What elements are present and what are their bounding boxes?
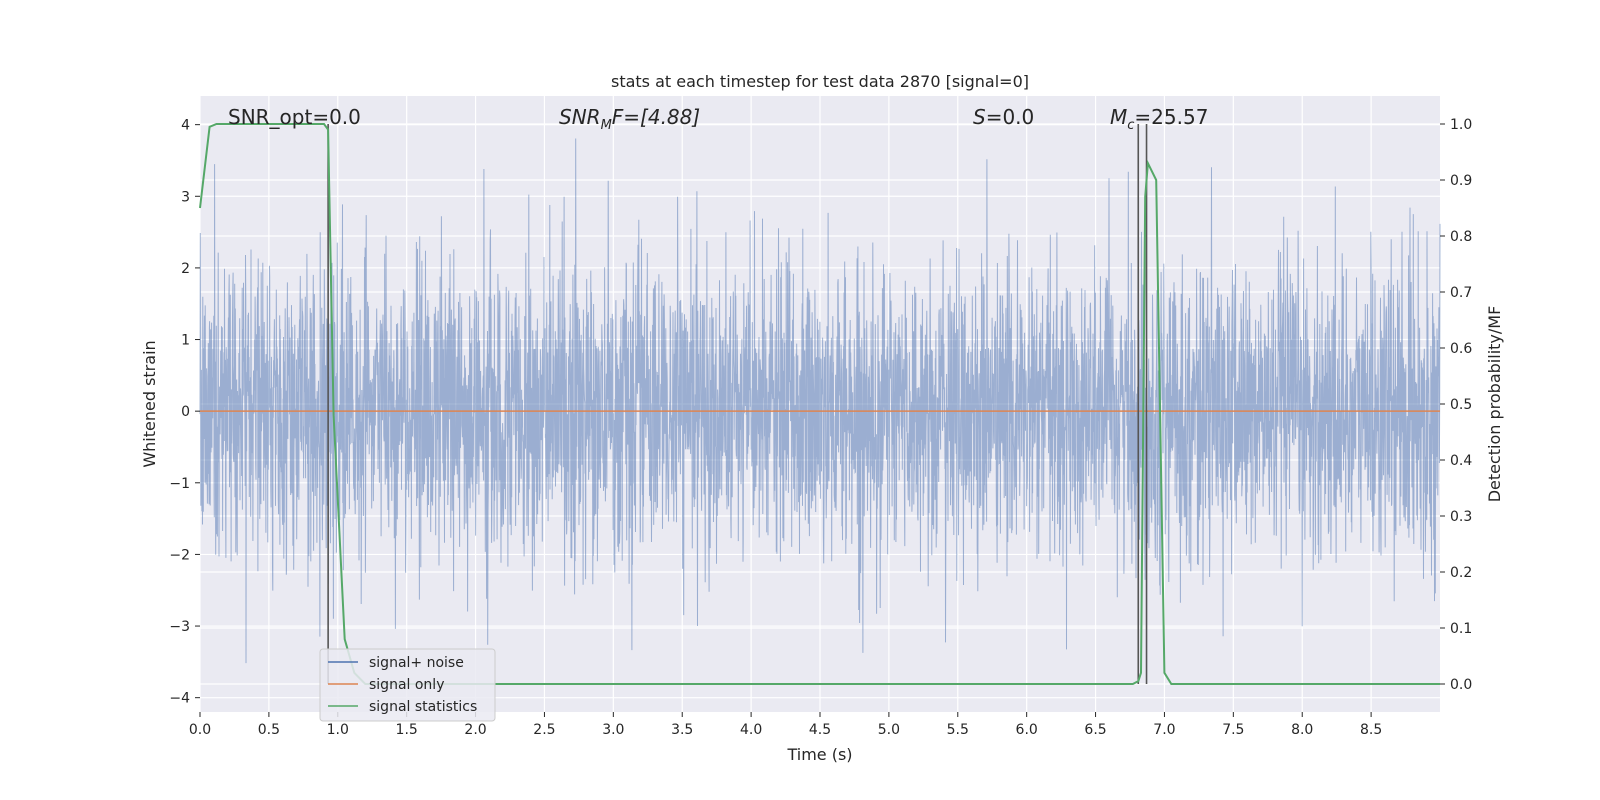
- y2-tick-label-10: 1.0: [1450, 117, 1472, 133]
- annotation-snr-mf: SNRMF=[4.88]: [559, 105, 700, 133]
- legend-box: [319, 648, 496, 722]
- y2-tick-label-2: 0.2: [1450, 565, 1472, 581]
- x-tick-label-9: 4.5: [809, 722, 831, 738]
- x-tick-label-3: 1.5: [396, 722, 418, 738]
- x-tick-label-15: 7.5: [1222, 722, 1244, 738]
- x-tick-label-7: 3.5: [671, 722, 693, 738]
- y2-tick-label-3: 0.3: [1450, 509, 1472, 525]
- annotation-mc: Mc=25.57: [1110, 105, 1208, 133]
- y-tick-label-7: 3: [181, 189, 190, 205]
- annotation-mc-rest: =25.57: [1134, 105, 1208, 129]
- y2-tick-label-5: 0.5: [1450, 397, 1472, 413]
- x-axis-label: Time (s): [786, 745, 852, 764]
- y-tick-label-8: 4: [181, 118, 190, 134]
- x-axis-ticks: 0.0 0.5 1.0 1.5 2.0 2.5 3.0 3.5 4.0 4.5 5.0 5.5 6.0 6…: [189, 712, 1382, 738]
- y-tick-label-4: 0: [181, 404, 190, 420]
- vertical-markers: [327, 124, 1148, 684]
- annotation-snr-mf-main: SNR: [559, 105, 601, 129]
- legend: signal+ noise signal only signal statist…: [319, 648, 496, 722]
- annotation-snr-opt: SNR_opt=0.0: [228, 105, 361, 129]
- x-tick-label-4: 2.0: [464, 722, 486, 738]
- x-tick-label-17: 8.5: [1360, 722, 1382, 738]
- x-tick-label-16: 8.0: [1291, 722, 1313, 738]
- y2-axis-label: Detection probability/MF: [1485, 306, 1504, 503]
- y2-tick-label-1: 0.1: [1450, 621, 1472, 637]
- y-tick-label-2: −2: [169, 547, 190, 563]
- y2-tick-label-7: 0.7: [1450, 285, 1472, 301]
- x-tick-label-12: 6.0: [1016, 722, 1038, 738]
- y-tick-label-5: 1: [181, 333, 190, 349]
- x-tick-label-2: 1.0: [327, 722, 349, 738]
- y2-tick-label-6: 0.6: [1450, 341, 1472, 357]
- y2-tick-label-8: 0.8: [1450, 229, 1472, 245]
- annotation-snr-mf-sub: M: [601, 118, 612, 133]
- x-tick-label-8: 4.0: [740, 722, 762, 738]
- y-tick-label-0: −4: [169, 691, 190, 707]
- x-tick-label-6: 3.0: [602, 722, 624, 738]
- chart-title: stats at each timestep for test data 287…: [611, 72, 1029, 91]
- annotation-s-rest: =0.0: [986, 105, 1035, 129]
- x-tick-label-1: 0.5: [258, 722, 280, 738]
- annotation-mc-sub: c: [1127, 118, 1134, 133]
- y2-tick-label-4: 0.4: [1450, 453, 1472, 469]
- y-tick-label-1: −3: [169, 619, 190, 635]
- y-axis-label: Whitened strain: [140, 340, 159, 467]
- signal-noise-series: [199, 138, 1441, 664]
- annotation-mc-main: M: [1110, 105, 1127, 129]
- signal-statistics-series: [199, 123, 1440, 685]
- x-tick-label-11: 5.5: [947, 722, 969, 738]
- signal-noise-line: [199, 138, 1441, 664]
- annotation-s-main: S: [973, 105, 986, 129]
- legend-label-signal-only: signal only: [369, 677, 444, 693]
- y2-axis-ticks: 0.0 0.1 0.2 0.3 0.4 0.5 0.6 0.7 0.8 0.9 1.0: [1440, 117, 1472, 693]
- y2-tick-label-0: 0.0: [1450, 677, 1472, 693]
- x-tick-label-0: 0.0: [189, 722, 211, 738]
- y-axis-ticks: −4 −3 −2 −1 0 1 2 3 4: [169, 118, 200, 707]
- x-tick-label-10: 5.0: [878, 722, 900, 738]
- y-tick-label-3: −1: [169, 476, 190, 492]
- annotation-s: S=0.0: [973, 105, 1034, 129]
- x-tick-label-13: 6.5: [1084, 722, 1106, 738]
- signal-statistics-line: [199, 123, 1440, 685]
- annotation-snr-mf-rest: F=[4.88]: [612, 105, 700, 129]
- legend-label-signal-statistics: signal statistics: [369, 699, 477, 715]
- y2-tick-label-9: 0.9: [1450, 173, 1472, 189]
- y-tick-label-6: 2: [181, 261, 190, 277]
- x-tick-label-14: 7.0: [1153, 722, 1175, 738]
- x-tick-label-5: 2.5: [533, 722, 555, 738]
- legend-label-noise: signal+ noise: [369, 655, 464, 671]
